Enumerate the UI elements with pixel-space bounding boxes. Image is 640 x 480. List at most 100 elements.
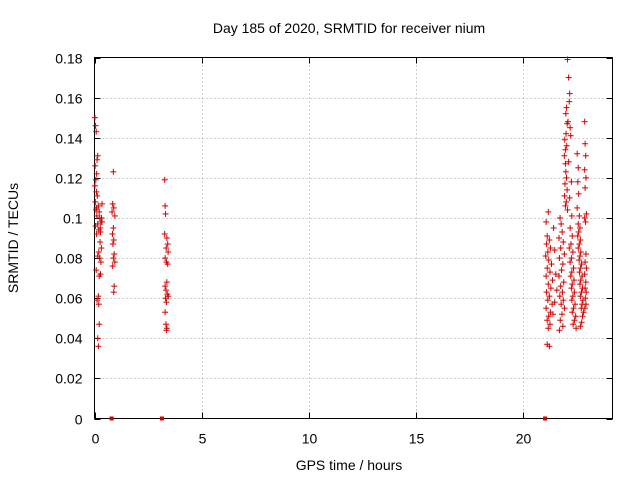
data-point (109, 230, 116, 237)
data-point (559, 261, 566, 268)
data-point (162, 210, 169, 217)
data-point (581, 305, 588, 312)
data-point (563, 104, 570, 111)
data-point (574, 178, 581, 185)
x-tick-label: 15 (409, 431, 425, 447)
data-point (571, 317, 578, 324)
data-point (161, 230, 168, 237)
data-point (93, 128, 100, 135)
data-point (562, 202, 569, 209)
data-point (97, 239, 104, 246)
data-point (165, 249, 172, 256)
data-point (575, 228, 582, 235)
data-point (109, 263, 116, 270)
data-point (576, 253, 583, 260)
data-point (569, 293, 576, 300)
data-point (558, 220, 565, 227)
data-point (109, 200, 116, 207)
data-point (576, 241, 583, 248)
data-point (96, 208, 103, 215)
data-point (566, 90, 573, 97)
data-point (571, 289, 578, 296)
data-point (91, 114, 98, 121)
data-point (562, 146, 569, 153)
data-point (561, 251, 568, 258)
data-point (563, 142, 570, 149)
data-point (569, 232, 576, 239)
data-point (159, 416, 164, 421)
data-point (556, 293, 563, 300)
data-point (560, 279, 567, 286)
data-point (582, 174, 589, 181)
data-point (562, 110, 569, 117)
data-point (549, 311, 556, 318)
data-point (91, 182, 98, 189)
data-point (543, 218, 550, 225)
data-point (94, 335, 101, 342)
data-point (574, 232, 581, 239)
data-point (557, 245, 564, 252)
data-point (163, 245, 170, 252)
data-point (576, 212, 583, 219)
data-point (109, 241, 116, 248)
data-point (92, 162, 99, 169)
data-point (162, 295, 169, 302)
data-point (565, 74, 572, 81)
data-point (561, 152, 568, 159)
data-point (93, 267, 100, 274)
data-point (563, 130, 570, 137)
data-point (577, 277, 584, 284)
data-point (568, 212, 575, 219)
data-point (97, 224, 104, 231)
data-point (577, 249, 584, 256)
data-point (163, 279, 170, 286)
gap-marker (159, 416, 164, 421)
data-point (94, 156, 101, 163)
data-point (575, 220, 582, 227)
data-point (92, 176, 99, 183)
data-point (550, 224, 557, 231)
data-point (563, 174, 570, 181)
data-point (162, 283, 169, 290)
data-point (164, 261, 171, 268)
data-point (582, 218, 589, 225)
data-point (93, 230, 100, 237)
data-point (95, 293, 102, 300)
data-point (163, 327, 170, 334)
data-point (577, 323, 584, 330)
grid (94, 57, 613, 419)
data-point (546, 293, 553, 300)
data-point (575, 164, 582, 171)
data-point (572, 313, 579, 320)
data-point (568, 269, 575, 276)
data-point (162, 321, 169, 328)
data-point (162, 202, 169, 209)
data-point (93, 188, 100, 195)
data-point (111, 259, 118, 266)
data-point (552, 271, 559, 278)
data-point (162, 287, 169, 294)
data-point (568, 178, 575, 185)
data-point (548, 261, 555, 268)
data-point (577, 293, 584, 300)
y-tick-label: 0.1 (63, 211, 83, 227)
data-point (579, 313, 586, 320)
data-point (569, 309, 576, 316)
data-point (581, 118, 588, 125)
data-point (561, 305, 568, 312)
data-point (543, 241, 550, 248)
data-point (556, 255, 563, 262)
data-point (563, 198, 570, 205)
data-point (163, 299, 170, 306)
data-point (582, 301, 589, 308)
data-point (94, 152, 101, 159)
data-point (545, 325, 552, 332)
data-point (570, 265, 577, 272)
data-point (559, 228, 566, 235)
data-point (559, 289, 566, 296)
data-point (110, 237, 117, 244)
data-point (551, 247, 558, 254)
data-point (544, 249, 551, 256)
data-point (544, 265, 551, 272)
data-point (543, 289, 550, 296)
